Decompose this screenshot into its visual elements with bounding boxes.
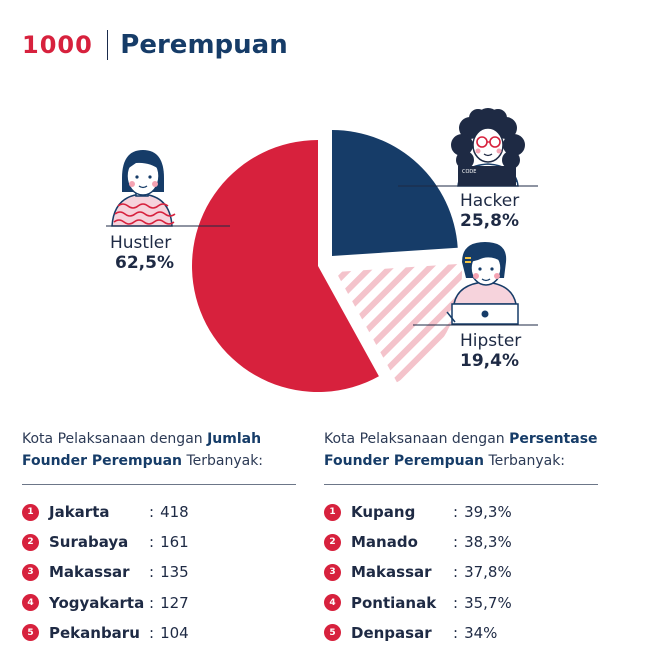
- city-name: Pekanbaru: [49, 623, 140, 642]
- left-intro-post: Terbanyak:: [182, 453, 264, 469]
- rank-badge: 2: [324, 533, 341, 551]
- city-value: 127: [160, 593, 189, 612]
- right-intro: Kota Pelaksanaan dengan Persentase Found…: [324, 428, 624, 472]
- left-intro-pre: Kota Pelaksanaan dengan: [22, 431, 208, 447]
- list-item: 1 Jakarta:418: [22, 497, 322, 527]
- list-item: 1 Kupang:39,3%: [324, 497, 624, 527]
- logo: 1000: [22, 31, 93, 59]
- pie-chart: CODE Hustler 62,5% Hacker 25,8% Hipster …: [106, 108, 538, 392]
- colon: :: [453, 503, 459, 522]
- right-rows: 1 Kupang:39,3% 2 Manado:38,3% 3 Makassar:37,8…: [324, 497, 624, 648]
- left-intro: Kota Pelaksanaan dengan Jumlah Founder P…: [22, 428, 322, 472]
- slice-hipster: [336, 263, 462, 383]
- header-divider: [106, 30, 109, 60]
- colon: :: [149, 533, 155, 552]
- colon: :: [453, 563, 459, 582]
- city-value: 38,3%: [464, 533, 512, 552]
- city-name: Makassar: [351, 563, 432, 582]
- colon: :: [453, 593, 459, 612]
- list-item: 3 Makassar:37,8%: [324, 557, 624, 587]
- colon: :: [453, 623, 459, 642]
- city-name: Manado: [351, 533, 418, 552]
- city-value: 418: [160, 503, 189, 522]
- city-value: 161: [160, 533, 189, 552]
- slice-hacker: [332, 130, 458, 256]
- list-item: 5 Denpasar:34%: [324, 618, 624, 648]
- label-hacker: Hacker: [460, 191, 519, 211]
- rank-badge: 3: [22, 563, 39, 581]
- label-hipster: Hipster: [460, 331, 521, 351]
- list-item: 3 Makassar:135: [22, 557, 322, 587]
- right-intro-bold: Persentase Founder Perempuan: [324, 431, 598, 469]
- left-ranking: Kota Pelaksanaan dengan Jumlah Founder P…: [22, 428, 322, 648]
- city-value: 39,3%: [464, 503, 512, 522]
- colon: :: [149, 593, 155, 612]
- colon: :: [453, 533, 459, 552]
- laptop-text: CODE: [462, 169, 476, 175]
- curly-hair-woman-laptop-icon: CODE: [451, 108, 525, 187]
- rank-badge: 4: [22, 594, 39, 612]
- colon: :: [149, 623, 155, 642]
- list-item: 2 Surabaya:161: [22, 527, 322, 557]
- rank-badge: 3: [324, 563, 341, 581]
- rank-badge: 5: [22, 624, 39, 642]
- city-value: 35,7%: [464, 593, 512, 612]
- header: 1000 Perempuan: [22, 28, 288, 62]
- city-name: Jakarta: [49, 503, 110, 522]
- woman-laptop-icon: [446, 242, 519, 325]
- right-ranking: Kota Pelaksanaan dengan Persentase Found…: [324, 428, 624, 648]
- city-name: Yogyakarta: [49, 593, 145, 612]
- rank-badge: 4: [324, 594, 341, 612]
- right-intro-post: Terbanyak:: [484, 453, 566, 469]
- slice-hustler: [191, 140, 379, 392]
- city-name: Kupang: [351, 503, 416, 522]
- city-value: 104: [160, 623, 189, 642]
- list-item: 4 Pontianak:35,7%: [324, 588, 624, 618]
- city-name: Denpasar: [351, 623, 432, 642]
- list-item: 2 Manado:38,3%: [324, 527, 624, 557]
- page-title: Perempuan: [120, 30, 288, 60]
- city-value: 37,8%: [464, 563, 512, 582]
- value-hacker: 25,8%: [460, 211, 519, 231]
- city-name: Pontianak: [351, 593, 437, 612]
- rank-badge: 1: [22, 503, 39, 521]
- city-name: Makassar: [49, 563, 130, 582]
- colon: :: [149, 503, 155, 522]
- rank-badge: 1: [324, 503, 341, 521]
- list-item: 4 Yogyakarta:127: [22, 588, 322, 618]
- city-name: Surabaya: [49, 533, 129, 552]
- right-divider: [324, 484, 598, 485]
- left-intro-bold: Jumlah Founder Perempuan: [22, 431, 262, 469]
- rank-badge: 5: [324, 624, 341, 642]
- colon: :: [149, 563, 155, 582]
- value-hipster: 19,4%: [460, 351, 519, 371]
- city-value: 135: [160, 563, 189, 582]
- right-intro-pre: Kota Pelaksanaan dengan: [324, 431, 510, 447]
- rank-badge: 2: [22, 533, 39, 551]
- value-hustler: 62,5%: [115, 253, 174, 273]
- left-divider: [22, 484, 296, 485]
- woman-avatar-icon: [111, 150, 176, 227]
- left-rows: 1 Jakarta:418 2 Surabaya:161 3 Makassar:135 4 Y…: [22, 497, 322, 648]
- city-value: 34%: [464, 623, 498, 642]
- label-hustler: Hustler: [110, 233, 171, 253]
- list-item: 5 Pekanbaru:104: [22, 618, 322, 648]
